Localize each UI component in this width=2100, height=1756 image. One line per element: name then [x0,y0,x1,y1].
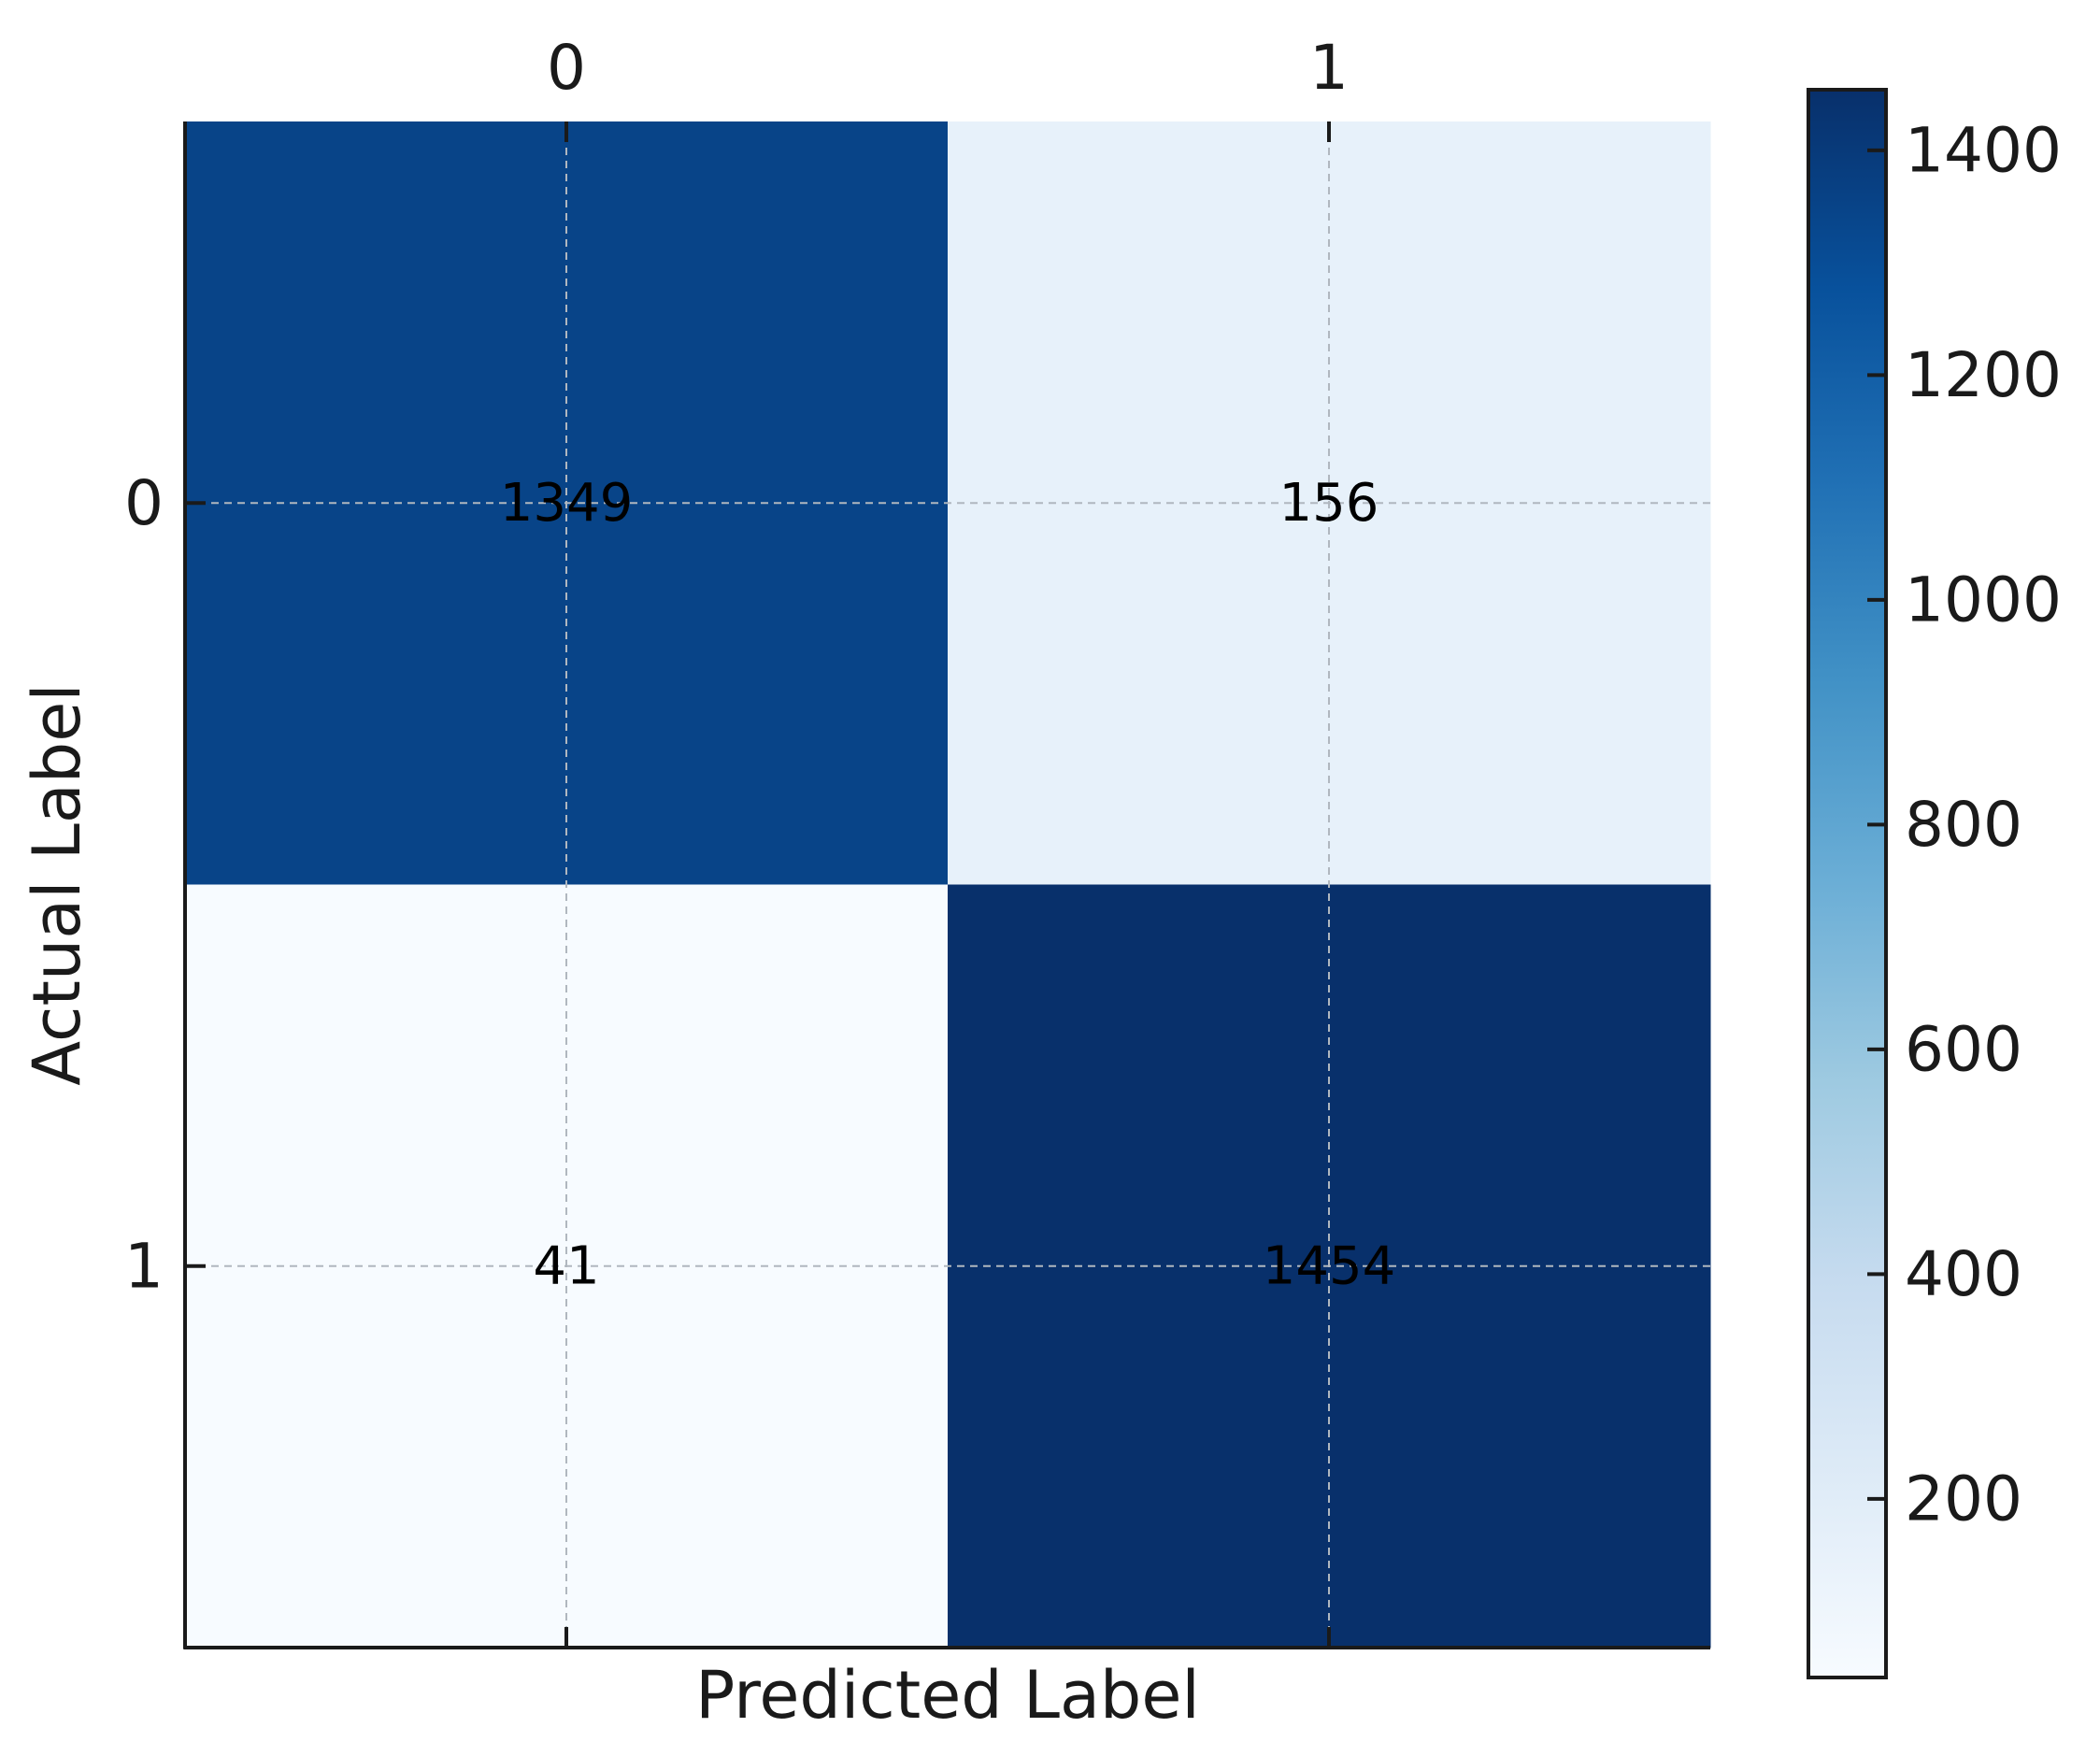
heatmap-cells [185,121,1711,1649]
cell-value-label-0-0: 1349 [500,473,634,534]
cell-labels: 1349 156 41 1454 [500,473,1396,1297]
axes: 0 1 0 1 Predicted Label Actual Label [19,32,1710,1734]
colorbar-tick-label-6: 1400 [1905,114,2062,186]
y-tick-label-1: 1 [124,1230,164,1302]
colorbar-tick-label-1: 400 [1905,1238,2022,1310]
colorbar-gradient [1807,88,1888,1679]
colorbar-tick-label-3: 800 [1905,789,2022,861]
x-tick-label-1: 1 [1309,32,1349,104]
x-tick-label-0: 0 [547,32,586,104]
colorbar-tick-label-4: 1000 [1905,564,2062,635]
x-axis-title: Predicted Label [695,1657,1200,1734]
grid-lines [185,121,1710,1648]
colorbar-tick-label-2: 600 [1905,1013,2022,1085]
cell-value-label-1-0: 41 [533,1235,599,1296]
colorbar-tick-label-0: 200 [1905,1463,2022,1535]
y-axis-title: Actual Label [19,683,95,1085]
colorbar: 200 400 600 800 1000 1200 1400 [1807,88,2062,1679]
colorbar-tick-label-5: 1200 [1905,339,2062,411]
cell-value-label-1-1: 1454 [1263,1235,1396,1296]
cell-value-label-0-1: 156 [1279,473,1379,534]
y-tick-label-0: 0 [124,467,164,539]
